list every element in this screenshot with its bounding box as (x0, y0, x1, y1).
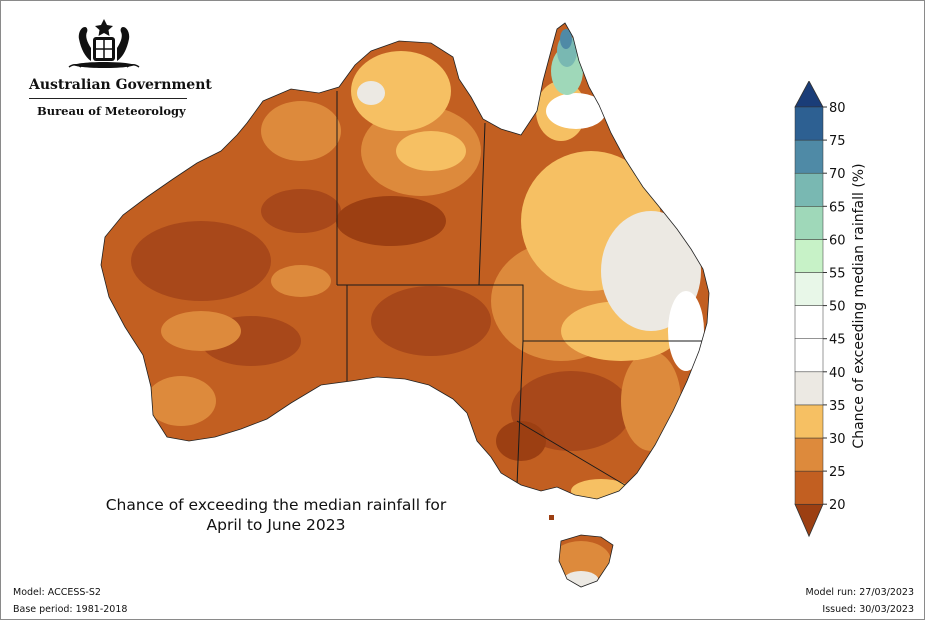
colorbar-tick-label: 35 (829, 399, 846, 414)
colorbar-segment (795, 206, 823, 239)
colorbar-tick-label: 80 (829, 101, 846, 116)
colorbar-tick-label: 25 (829, 465, 846, 480)
colorbar-tick-label: 65 (829, 200, 846, 215)
colorbar-segment (795, 471, 823, 504)
colorbar-segment (795, 339, 823, 372)
base-period: Base period: 1981-2018 (13, 604, 127, 615)
colorbar-tick-label: 45 (829, 333, 846, 348)
colorbar-tick-label: 30 (829, 432, 846, 447)
colorbar-segment (795, 107, 823, 140)
colorbar-axis-label: Chance of exceeding median rainfall (%) (849, 146, 869, 466)
colorbar-tick-label: 60 (829, 233, 846, 248)
model-run-date: Model run: 27/03/2023 (806, 587, 914, 598)
colorbar-tick-label: 50 (829, 300, 846, 315)
colorbar-tick-label: 75 (829, 134, 846, 149)
colorbar-segment (795, 306, 823, 339)
colorbar-min-triangle (795, 504, 823, 536)
colorbar-segment (795, 438, 823, 471)
colorbar-tick-label: 55 (829, 267, 846, 282)
colorbar-tick-label: 20 (829, 498, 846, 513)
colorbar-axis-label-text: Chance of exceeding median rainfall (%) (851, 163, 867, 448)
colorbar-max-triangle (795, 81, 823, 107)
colorbar-segment (795, 140, 823, 173)
map-title-line-1: Chance of exceeding the median rainfall … (61, 495, 491, 515)
map-title-line-2: April to June 2023 (61, 515, 491, 535)
model-name: Model: ACCESS-S2 (13, 587, 101, 598)
colorbar-tick-label: 40 (829, 366, 846, 381)
colorbar-segment (795, 372, 823, 405)
map-title: Chance of exceeding the median rainfall … (61, 495, 491, 535)
colorbar-segment (795, 273, 823, 306)
colorbar-tick-label: 70 (829, 167, 846, 182)
colorbar-legend: 20 25 30 35 40 45 50 55 60 65 70 75 80 (791, 81, 851, 551)
colorbar-segment (795, 405, 823, 438)
issued-date: Issued: 30/03/2023 (822, 604, 914, 615)
colorbar-segment (795, 173, 823, 206)
colorbar-segment (795, 239, 823, 272)
